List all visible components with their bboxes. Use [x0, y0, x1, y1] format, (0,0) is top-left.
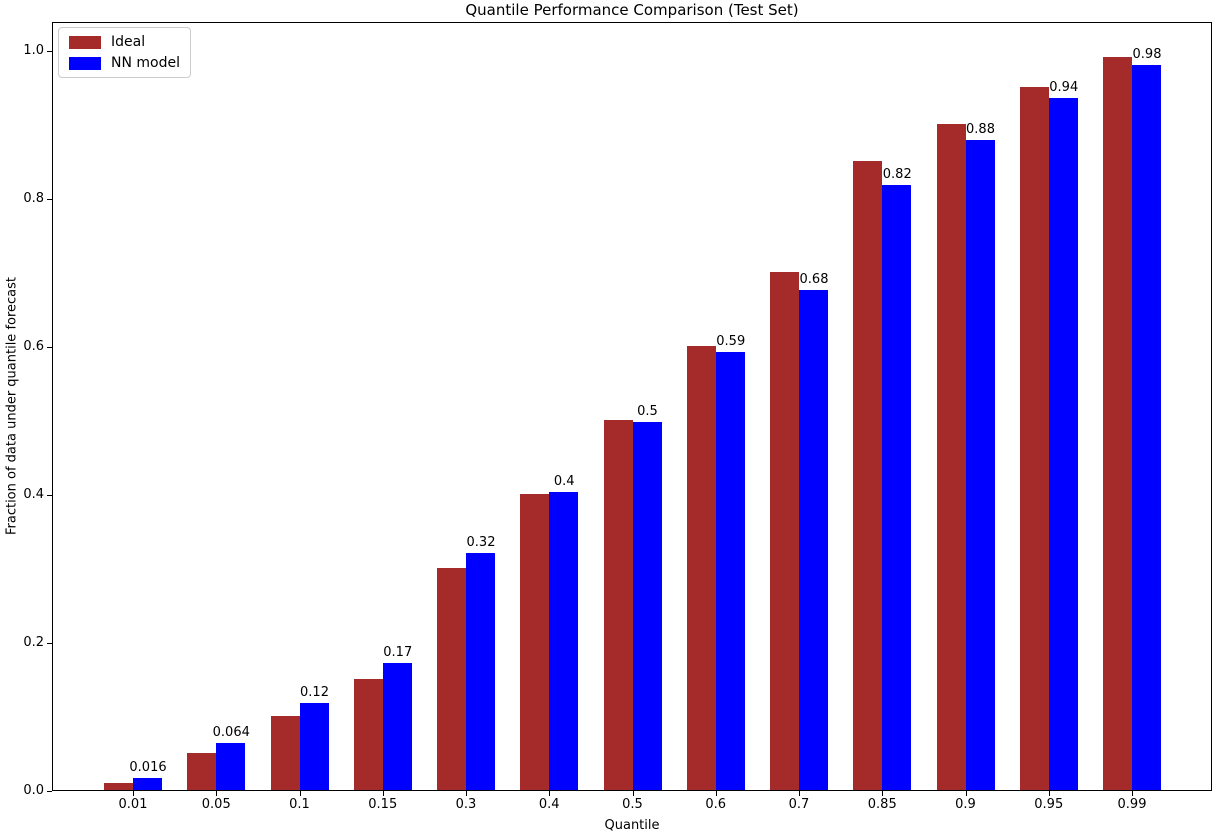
x-tick-label: 0.4 — [538, 797, 560, 812]
x-tick-label: 0.9 — [955, 797, 976, 812]
y-tick-mark — [47, 347, 52, 348]
x-tick-mark — [1048, 791, 1050, 796]
bar-ideal-0.95 — [1019, 87, 1049, 790]
bar-nn-model-0.99 — [1132, 65, 1161, 790]
bar-value-label: 0.68 — [799, 272, 829, 287]
x-tick-mark — [799, 791, 800, 796]
bar-nn-model-0.5 — [632, 422, 662, 790]
y-tick-label: 0.2 — [23, 635, 44, 650]
x-tick-label: 0.15 — [368, 797, 398, 812]
x-tick-mark — [1132, 791, 1133, 796]
bar-value-label: 0.94 — [1049, 80, 1079, 95]
y-tick-label: 0.8 — [23, 191, 44, 206]
legend-swatch-nn-model — [69, 56, 101, 70]
bar-value-label: 0.32 — [466, 535, 496, 550]
bar-value-label: 0.88 — [966, 122, 995, 137]
bar-nn-model-0.15 — [382, 663, 412, 790]
x-tick-label: 0.6 — [705, 797, 727, 812]
bar-value-label: 0.12 — [300, 685, 329, 700]
x-tick-label: 0.5 — [622, 797, 643, 812]
x-tick-mark — [715, 791, 717, 796]
x-tick-label: 0.99 — [1117, 797, 1147, 812]
y-tick-label: 0.4 — [23, 487, 44, 502]
x-tick-label: 0.7 — [788, 797, 810, 812]
bar-ideal-0.6 — [686, 346, 716, 790]
y-tick-mark — [47, 791, 52, 792]
bar-value-label: 0.98 — [1132, 47, 1162, 62]
y-tick-mark — [47, 495, 52, 496]
bar-ideal-0.3 — [437, 568, 466, 790]
legend-item-ideal: Ideal — [69, 35, 180, 49]
x-tick-mark — [965, 791, 967, 796]
bar-value-label: 0.59 — [716, 334, 746, 349]
y-tick-label: 0.0 — [23, 783, 44, 798]
plot-area: Ideal NN model 0.016 0.064 0.12 0.17 0.32 0.4… — [52, 22, 1212, 791]
y-tick-mark — [47, 643, 52, 644]
bar-ideal-0.4 — [520, 494, 550, 790]
bar-ideal-0.99 — [1103, 57, 1132, 790]
x-tick-mark — [299, 791, 301, 796]
bar-value-label: 0.016 — [129, 760, 167, 775]
bar-nn-model-0.6 — [715, 352, 745, 790]
x-tick-label: 0.01 — [118, 797, 148, 812]
bar-value-label: 0.064 — [212, 725, 250, 740]
bar-value-label: 0.5 — [637, 404, 658, 419]
y-tick-label: 0.6 — [23, 339, 44, 354]
bar-nn-model-0.9 — [965, 140, 995, 790]
x-tick-mark — [466, 791, 467, 796]
bar-ideal-0.01 — [104, 783, 133, 790]
bar-ideal-0.05 — [187, 753, 217, 790]
legend: Ideal NN model — [58, 27, 191, 78]
x-tick-label: 0.85 — [867, 797, 897, 812]
bar-nn-model-0.05 — [216, 743, 246, 790]
bar-nn-model-0.01 — [133, 778, 162, 790]
bar-value-label: 0.4 — [553, 474, 575, 489]
x-tick-label: 0.3 — [455, 797, 477, 812]
bar-nn-model-0.95 — [1048, 98, 1078, 790]
x-tick-mark — [216, 791, 218, 796]
x-tick-mark — [549, 791, 551, 796]
y-tick-mark — [47, 51, 52, 52]
bar-nn-model-0.4 — [549, 492, 579, 790]
x-axis-label: Quantile — [604, 818, 660, 833]
legend-label-ideal: Ideal — [111, 34, 146, 50]
bar-nn-model-0.1 — [299, 703, 329, 790]
bar-ideal-0.5 — [603, 420, 633, 790]
legend-swatch-ideal — [69, 35, 101, 49]
bar-ideal-0.1 — [270, 716, 300, 790]
bar-ideal-0.85 — [853, 161, 883, 790]
x-tick-label: 0.1 — [289, 797, 310, 812]
bar-nn-model-0.7 — [799, 290, 828, 790]
x-tick-mark — [882, 791, 884, 796]
bar-value-label: 0.82 — [882, 167, 912, 182]
bar-nn-model-0.3 — [466, 553, 495, 790]
x-tick-mark — [632, 791, 634, 796]
x-tick-label: 0.95 — [1034, 797, 1064, 812]
bar-ideal-0.9 — [936, 124, 966, 790]
x-tick-mark — [133, 791, 134, 796]
legend-item-nn-model: NN model — [69, 56, 180, 70]
y-tick-label: 1.0 — [23, 43, 44, 58]
legend-label-nn-model: NN model — [111, 55, 180, 71]
y-tick-mark — [47, 199, 52, 200]
bar-nn-model-0.85 — [882, 185, 912, 790]
x-tick-mark — [382, 791, 384, 796]
bar-ideal-0.7 — [770, 272, 799, 790]
bar-value-label: 0.17 — [383, 645, 413, 660]
chart-title: Quantile Performance Comparison (Test Se… — [465, 1, 799, 19]
bar-ideal-0.15 — [353, 679, 383, 790]
x-tick-label: 0.05 — [201, 797, 231, 812]
